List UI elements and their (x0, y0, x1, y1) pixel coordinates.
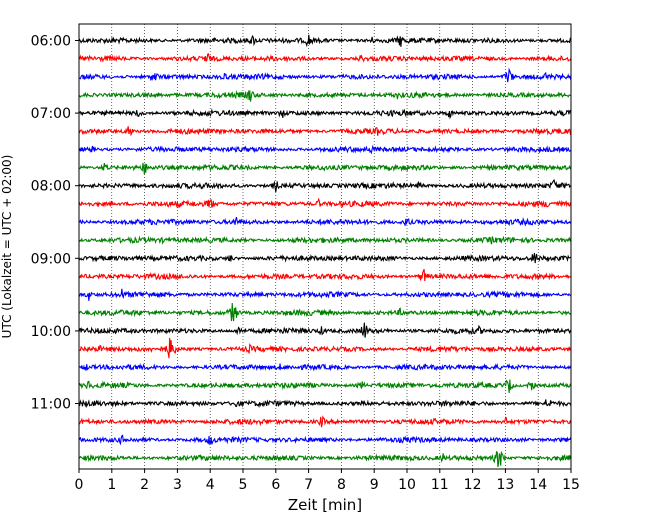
seismic-trace-9 (78, 197, 572, 209)
seismic-trace-13 (78, 268, 572, 282)
x-tick-label: 0 (75, 477, 84, 493)
trace-layer (78, 34, 572, 468)
x-tick-label: 11 (431, 477, 449, 493)
seismic-trace-15 (78, 303, 572, 322)
plot-frame (78, 23, 572, 470)
seismic-trace-23 (78, 450, 572, 468)
x-tick-label: 14 (529, 477, 547, 493)
seismic-trace-1 (78, 52, 572, 63)
seismic-trace-20 (78, 399, 572, 409)
seismic-trace-11 (78, 235, 572, 245)
seismic-trace-5 (78, 126, 572, 137)
x-tick-label: 7 (304, 477, 313, 493)
seismic-trace-12 (78, 252, 572, 264)
seismic-trace-22 (78, 434, 572, 446)
y-tick-label: 10:00 (31, 324, 71, 340)
seismic-trace-16 (78, 322, 572, 338)
x-tick-label: 1 (107, 477, 116, 493)
seismic-trace-21 (78, 415, 572, 428)
y-tick-label: 07:00 (31, 106, 71, 122)
y-tick-label: 06:00 (31, 34, 71, 50)
y-tick-label: 09:00 (31, 251, 71, 267)
seismic-trace-6 (78, 144, 572, 155)
seismic-trace-7 (78, 162, 572, 175)
seismic-trace-18 (78, 362, 572, 372)
x-tick-label: 4 (206, 477, 215, 493)
seismic-trace-2 (78, 67, 572, 83)
seismic-trace-14 (78, 288, 572, 301)
seismic-trace-17 (78, 337, 572, 359)
seismic-trace-0 (78, 34, 572, 48)
y-tick-label: 11:00 (31, 397, 71, 413)
seismic-trace-3 (78, 89, 572, 102)
x-tick-label: 6 (271, 477, 280, 493)
x-tick-label: 10 (398, 477, 416, 493)
x-tick-label: 12 (464, 477, 482, 493)
y-tick-label: 08:00 (31, 179, 71, 195)
x-tick-label: 15 (562, 477, 580, 493)
seismic-trace-19 (78, 379, 572, 394)
tick-layer: 0 1 2 3 4 5 6 7 8 9 10 11 12 13 14 1506:0007:0008:0009:… (31, 34, 580, 494)
x-axis-label: Zeit [min] (288, 496, 362, 514)
x-tick-label: 5 (239, 477, 248, 493)
seismic-trace-4 (78, 108, 572, 120)
grid-layer (111, 24, 539, 469)
x-tick-label: 8 (337, 477, 346, 493)
x-tick-label: 9 (370, 477, 379, 493)
seismic-trace-8 (78, 179, 572, 193)
y-axis-label: UTC (Lokalzeit = UTC + 02:00) (0, 155, 14, 339)
x-tick-label: 3 (173, 477, 182, 493)
seismic-trace-10 (78, 216, 572, 227)
x-tick-label: 13 (496, 477, 514, 493)
x-tick-label: 2 (140, 477, 149, 493)
